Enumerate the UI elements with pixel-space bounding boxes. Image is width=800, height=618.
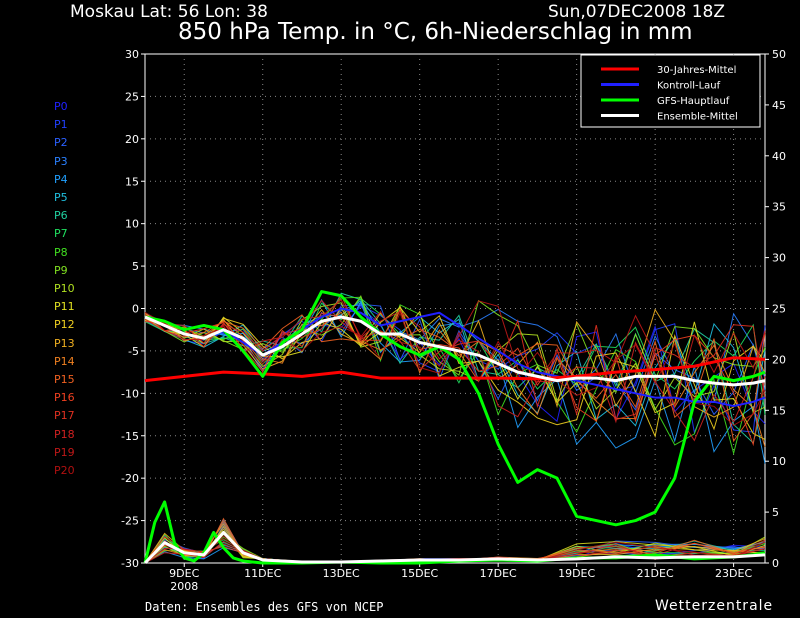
data-source-note: Daten: Ensembles des GFS von NCEP [145, 600, 384, 614]
member-temp-line [144, 302, 766, 404]
member-label-p4: P4 [54, 172, 68, 186]
y-left-tick-label: 0 [132, 303, 139, 316]
member-temp-line [144, 299, 766, 442]
member-temp-line [144, 309, 766, 447]
brand-label: Wetterzentrale [655, 598, 774, 614]
y-right-tick-label: 50 [772, 48, 786, 61]
y-left-tick-label: -10 [121, 387, 139, 400]
y-left-tick-label: -30 [121, 557, 139, 570]
y-right-tick-label: 5 [772, 506, 779, 519]
member-label-p10: P10 [54, 282, 75, 295]
legend-label: GFS-Hauptlauf [657, 96, 730, 107]
y-right-tick-label: 40 [772, 150, 786, 163]
member-label-p18: P18 [54, 427, 75, 441]
member-temp-line [144, 299, 766, 408]
x-tick-label: 15DEC [401, 567, 438, 580]
y-right-tick-label: 45 [772, 99, 786, 112]
y-left-tick-label: 15 [125, 175, 139, 188]
control-run-line [144, 307, 766, 408]
y-left-tick-label: -20 [121, 472, 139, 485]
member-label-p9: P9 [54, 263, 68, 277]
y-left-tick-label: 10 [125, 218, 139, 231]
y-left-tick-label: -15 [121, 430, 139, 443]
chart-title: 850 hPa Temp. in °C, 6h-Niederschlag in … [178, 19, 693, 45]
gfs-main-run-line [144, 290, 766, 527]
member-label-p1: P1 [54, 118, 68, 132]
member-label-p20: P20 [54, 464, 75, 477]
legend-label: Kontroll-Lauf [657, 81, 721, 92]
member-temp-line [144, 310, 766, 440]
member-label-p16: P16 [54, 391, 75, 405]
y-right-tick-label: 30 [772, 252, 786, 265]
member-label-p3: P3 [54, 154, 68, 168]
member-label-p7: P7 [54, 227, 68, 241]
member-label-p11: P11 [54, 300, 75, 314]
y-left-tick-label: 25 [125, 90, 139, 103]
run-datetime: Sun,07DEC2008 18Z [548, 2, 726, 22]
member-temp-line [144, 311, 766, 426]
location-label: Moskau Lat: 56 Lon: 38 [70, 2, 268, 22]
ensemble-mean-line [144, 315, 766, 387]
member-label-p13: P13 [54, 336, 75, 350]
member-label-p5: P5 [54, 191, 68, 204]
x-tick-label: 19DEC [558, 567, 595, 580]
y-right-tick-label: 20 [772, 353, 786, 366]
x-tick-label: 17DEC [480, 567, 517, 580]
climatology-mean-line [144, 356, 766, 383]
x-tick-label: 21DEC [637, 567, 674, 580]
member-label-p17: P17 [54, 409, 75, 423]
x-tick-label: 13DEC [323, 567, 360, 580]
y-right-tick-label: 10 [772, 455, 786, 468]
member-label-p19: P19 [54, 445, 75, 459]
legend-label: Ensemble-Mittel [657, 112, 738, 123]
y-right-tick-label: 15 [772, 404, 786, 417]
member-label-p2: P2 [54, 136, 68, 150]
x-tick-label: 9DEC [169, 567, 199, 580]
member-label-p12: P12 [54, 318, 75, 332]
y-left-tick-label: 20 [125, 133, 139, 146]
y-right-tick-label: 0 [772, 557, 779, 570]
y-left-tick-label: -25 [121, 515, 139, 528]
member-label-p6: P6 [54, 209, 68, 223]
x-tick-label: 11DEC [244, 567, 281, 580]
y-right-tick-label: 35 [772, 201, 786, 214]
member-temp-line [144, 300, 766, 427]
member-label-p0: P0 [54, 100, 68, 113]
ensemble-mean-precip-line [143, 530, 766, 565]
member-label-p15: P15 [54, 373, 75, 386]
x-year-label: 2008 [170, 580, 198, 593]
member-label-p14: P14 [54, 354, 75, 368]
y-left-tick-label: 5 [132, 260, 139, 273]
member-temp-line [144, 304, 766, 435]
y-right-tick-label: 25 [772, 303, 786, 316]
y-left-tick-label: 30 [125, 48, 139, 61]
legend-label: 30-Jahres-Mittel [657, 65, 736, 76]
x-tick-label: 23DEC [715, 567, 752, 580]
member-label-p8: P8 [54, 245, 68, 259]
y-left-tick-label: -5 [128, 345, 139, 358]
